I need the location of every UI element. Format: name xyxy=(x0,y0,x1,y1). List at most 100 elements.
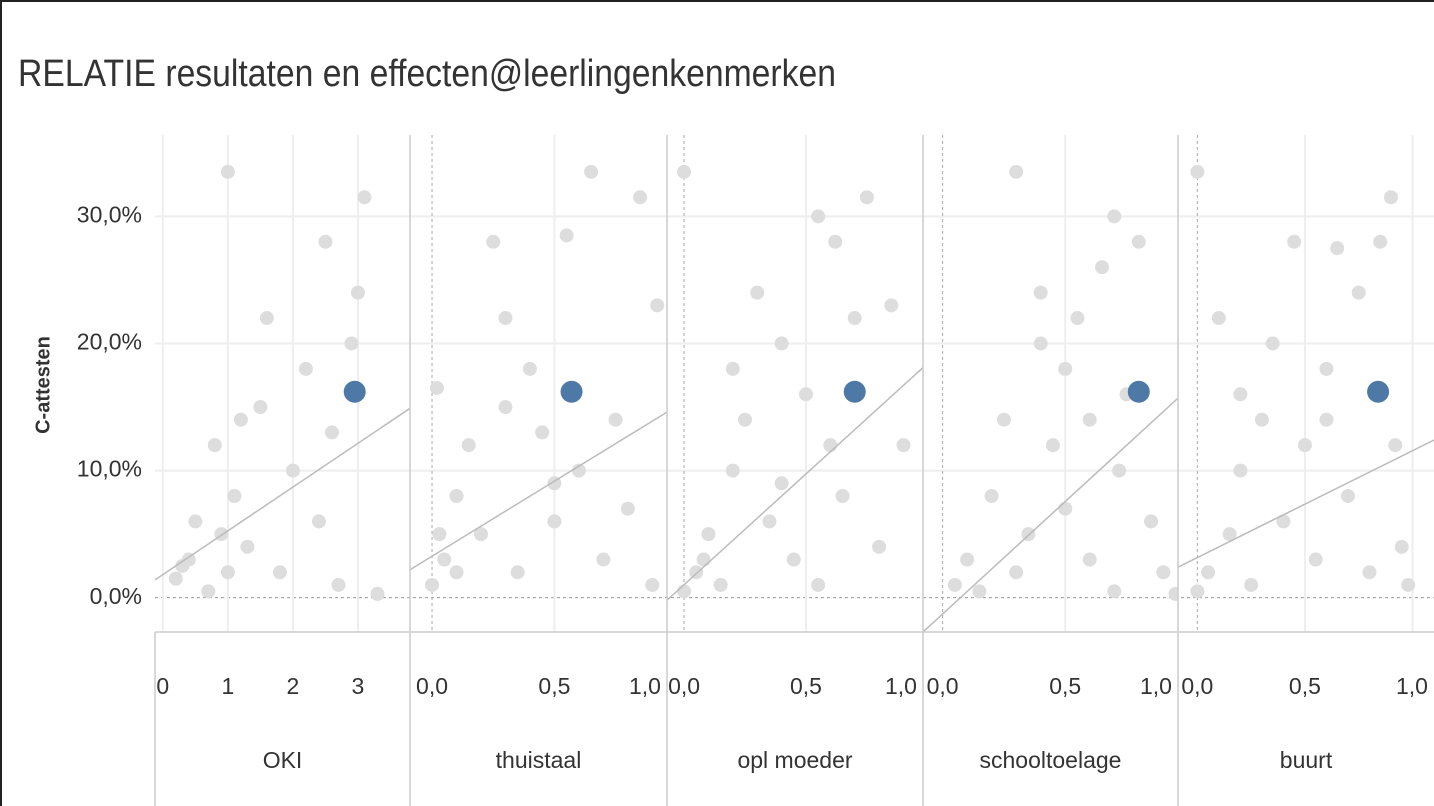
point xyxy=(207,438,222,453)
x-tick-label: 0,5 xyxy=(790,673,822,699)
point xyxy=(677,164,692,179)
y-axis-label: C-attesten xyxy=(32,336,54,434)
point xyxy=(884,298,899,313)
point xyxy=(713,577,728,592)
point xyxy=(696,552,711,567)
x-tick-label: 0,5 xyxy=(538,673,570,699)
x-tick-label: 1,0 xyxy=(629,673,661,699)
point xyxy=(1045,438,1060,453)
point xyxy=(350,285,365,300)
point xyxy=(201,584,216,599)
trend-line xyxy=(410,411,667,571)
point xyxy=(1009,164,1024,179)
point xyxy=(1211,311,1226,326)
panel xyxy=(410,135,667,632)
point xyxy=(1222,527,1237,542)
point xyxy=(253,400,268,415)
point xyxy=(1131,234,1146,249)
point xyxy=(774,336,789,351)
point xyxy=(774,476,789,491)
point xyxy=(584,164,599,179)
point xyxy=(608,412,623,427)
panel-name: buurt xyxy=(1280,747,1333,773)
point xyxy=(498,311,513,326)
point xyxy=(1190,164,1205,179)
x-tick-label: 0,0 xyxy=(668,673,700,699)
y-tick-label: 20,0% xyxy=(77,329,142,355)
point xyxy=(1394,539,1409,554)
point xyxy=(725,361,740,376)
point xyxy=(357,190,372,205)
x-tick-label: 0,5 xyxy=(1049,673,1081,699)
point xyxy=(1082,412,1097,427)
point xyxy=(1190,584,1205,599)
point xyxy=(1070,311,1085,326)
point xyxy=(1265,336,1280,351)
point xyxy=(535,425,550,440)
x-tick-label: 1,0 xyxy=(1140,673,1172,699)
point xyxy=(1107,584,1122,599)
point xyxy=(233,412,248,427)
x-tick-label: 0,0 xyxy=(1181,673,1213,699)
point xyxy=(620,501,635,516)
y-tick-label: 10,0% xyxy=(77,456,142,482)
point xyxy=(175,558,190,573)
point xyxy=(811,209,826,224)
point xyxy=(1144,514,1159,529)
point xyxy=(324,425,339,440)
point xyxy=(370,586,385,601)
point xyxy=(947,577,962,592)
point xyxy=(972,584,987,599)
chart-title: RELATIE resultaten en effecten@leerlinge… xyxy=(18,53,836,95)
panel xyxy=(155,135,410,632)
x-tick-label: 0,0 xyxy=(416,673,448,699)
point xyxy=(432,527,447,542)
trend-line xyxy=(155,407,410,581)
point xyxy=(272,565,287,580)
point xyxy=(1107,209,1122,224)
point xyxy=(1156,565,1171,580)
point xyxy=(872,539,887,554)
point xyxy=(220,565,235,580)
point xyxy=(473,527,488,542)
point xyxy=(1033,336,1048,351)
panel-name: schooltoelage xyxy=(980,747,1122,773)
point xyxy=(1383,190,1398,205)
point xyxy=(188,514,203,529)
point xyxy=(559,228,574,243)
point xyxy=(298,361,313,376)
panel-name: thuistaal xyxy=(496,747,582,773)
trend-line xyxy=(667,367,923,601)
point xyxy=(645,577,660,592)
point xyxy=(1340,488,1355,503)
point xyxy=(1112,463,1127,478)
point xyxy=(486,234,501,249)
point xyxy=(1168,586,1178,601)
y-tick-label: 30,0% xyxy=(77,201,142,227)
point xyxy=(811,577,826,592)
point xyxy=(650,298,665,313)
highlight-point xyxy=(343,380,366,403)
point xyxy=(1058,501,1073,516)
highlight-point xyxy=(843,380,866,403)
point xyxy=(1094,260,1109,275)
x-tick-label: 3 xyxy=(352,673,365,699)
point xyxy=(240,539,255,554)
point xyxy=(1388,438,1403,453)
point xyxy=(259,311,274,326)
x-tick-label: 1 xyxy=(221,673,234,699)
point xyxy=(331,577,346,592)
point xyxy=(285,463,300,478)
point xyxy=(859,190,874,205)
point xyxy=(1009,565,1024,580)
point xyxy=(1244,577,1259,592)
x-tick-label: 0 xyxy=(156,673,169,699)
panel xyxy=(1178,135,1434,632)
point xyxy=(960,552,975,567)
x-tick-label: 1,0 xyxy=(1396,673,1428,699)
point xyxy=(1308,552,1323,567)
point xyxy=(896,438,911,453)
